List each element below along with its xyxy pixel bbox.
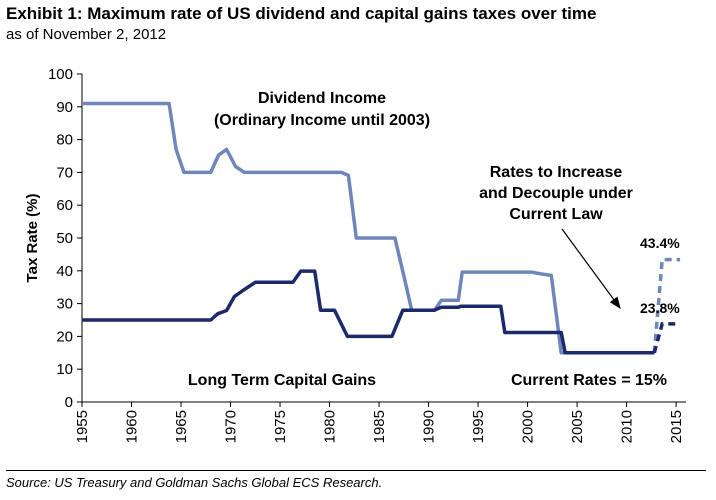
series-lines (82, 101, 681, 355)
y-ticks: 0 10 20 30 40 50 60 70 80 90 100 (48, 66, 82, 411)
y-tick-label: 60 (56, 197, 73, 214)
y-tick-label: 100 (48, 66, 73, 83)
y-axis-title: Tax Rate (%) (24, 194, 41, 283)
x-tick-label: 1990 (421, 410, 438, 443)
x-tick-label: 1975 (272, 410, 289, 443)
capital-gains-end-label: 23.8% (640, 300, 680, 316)
current-rates-label: Current Rates = 15% (511, 372, 667, 389)
x-tick-label: 1995 (470, 410, 487, 443)
x-tick-label: 2005 (569, 410, 586, 443)
x-tick-label: 1970 (223, 410, 240, 443)
rates-increase-line1: Rates to Increase (490, 164, 623, 181)
y-tick-label: 0 (65, 394, 73, 411)
capital-gains-projection-line (652, 322, 681, 354)
x-ticks: 1955 1960 1965 1970 1975 1980 1985 1990 1995 2000… (74, 402, 685, 443)
y-tick-label: 10 (56, 361, 73, 378)
y-tick-label: 40 (56, 263, 73, 280)
source-divider (6, 470, 706, 471)
y-tick-label: 50 (56, 230, 73, 247)
chart-title: Exhibit 1: Maximum rate of US dividend a… (6, 4, 597, 23)
y-tick-label: 30 (56, 296, 73, 313)
rates-increase-line3: Current Law (509, 206, 603, 223)
y-tick-label: 70 (56, 164, 73, 181)
dividend-series-line (82, 101, 655, 355)
x-tick-label: 1985 (371, 410, 388, 443)
dividend-label-line2: (Ordinary Income until 2003) (214, 112, 430, 129)
dividend-label-line1: Dividend Income (258, 90, 386, 107)
annotation-arrow (561, 228, 621, 309)
x-tick-label: 1955 (74, 410, 91, 443)
dividend-end-label: 43.4% (640, 235, 680, 251)
rates-increase-line2: and Decouple under (479, 185, 633, 202)
capital-gains-label: Long Term Capital Gains (188, 372, 376, 389)
x-tick-label: 2015 (668, 410, 685, 443)
x-tick-label: 1965 (173, 410, 190, 443)
x-tick-label: 2000 (520, 410, 537, 443)
y-tick-label: 90 (56, 99, 73, 116)
x-tick-label: 1980 (322, 410, 339, 443)
source-note: Source: US Treasury and Goldman Sachs Gl… (6, 475, 383, 490)
annotations: Dividend Income (Ordinary Income until 2… (188, 90, 680, 389)
y-tick-label: 80 (56, 132, 73, 149)
x-tick-label: 2010 (619, 410, 636, 443)
chart-subtitle: as of November 2, 2012 (6, 26, 167, 43)
capital-gains-series-line (82, 269, 655, 355)
x-tick-label: 1960 (124, 410, 141, 443)
y-tick-label: 20 (56, 328, 73, 345)
